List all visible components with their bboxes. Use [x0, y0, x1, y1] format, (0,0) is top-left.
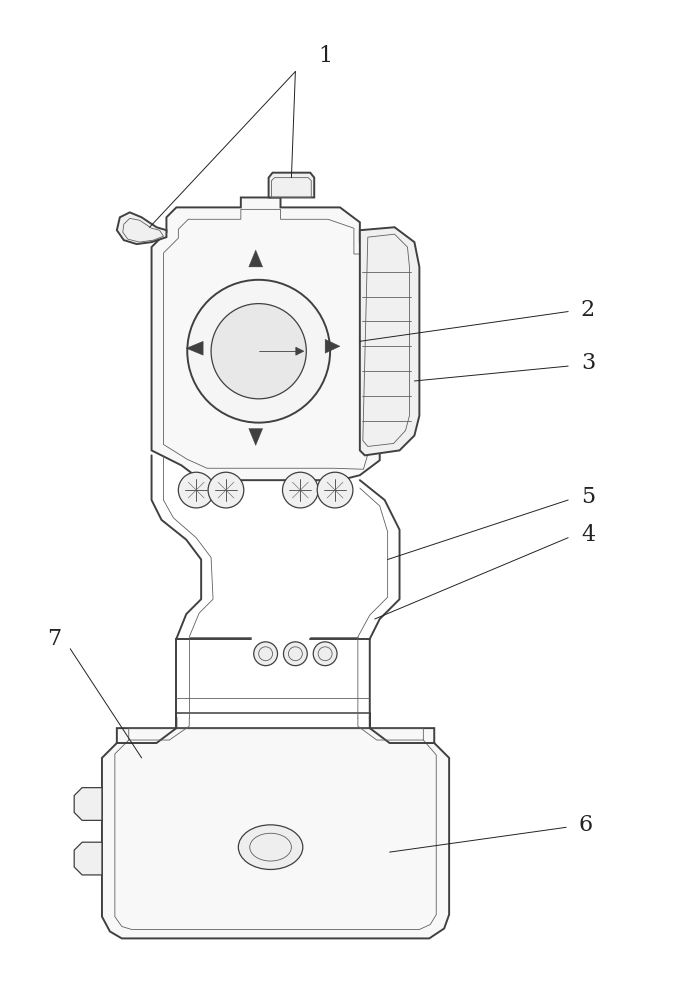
Polygon shape	[117, 212, 166, 244]
Circle shape	[208, 472, 244, 508]
Polygon shape	[295, 347, 304, 355]
Polygon shape	[360, 227, 419, 455]
Circle shape	[179, 472, 214, 508]
Text: 1: 1	[318, 45, 332, 67]
Text: 7: 7	[47, 628, 62, 650]
Polygon shape	[249, 429, 263, 445]
Polygon shape	[186, 341, 203, 355]
Polygon shape	[325, 339, 340, 353]
Circle shape	[187, 280, 330, 423]
Polygon shape	[152, 197, 380, 480]
Circle shape	[282, 472, 318, 508]
Circle shape	[254, 642, 278, 666]
Polygon shape	[74, 842, 102, 875]
Circle shape	[313, 642, 337, 666]
Polygon shape	[74, 788, 102, 820]
Ellipse shape	[238, 825, 303, 869]
Polygon shape	[249, 250, 263, 267]
Polygon shape	[102, 728, 449, 938]
Polygon shape	[269, 173, 314, 197]
Text: 5: 5	[581, 486, 595, 508]
Text: 2: 2	[581, 299, 595, 321]
Text: 6: 6	[579, 814, 593, 836]
Text: 4: 4	[581, 524, 595, 546]
Circle shape	[283, 642, 307, 666]
Text: 3: 3	[581, 352, 595, 374]
Circle shape	[317, 472, 353, 508]
Circle shape	[211, 304, 306, 399]
